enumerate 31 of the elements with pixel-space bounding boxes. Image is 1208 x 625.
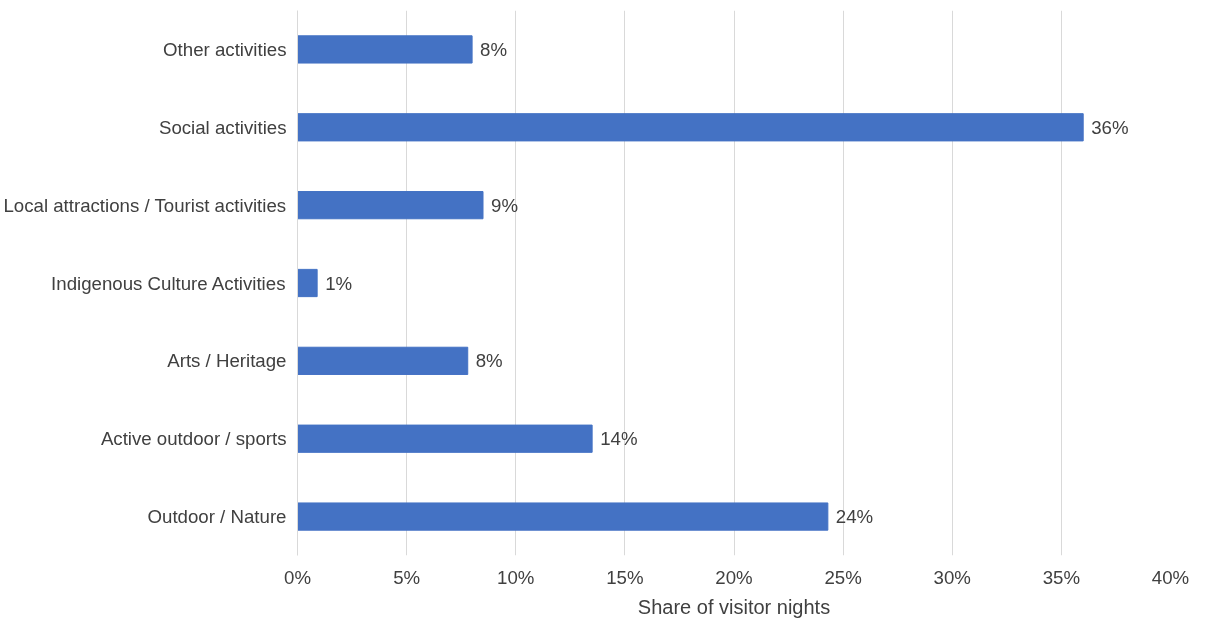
bar xyxy=(297,346,469,375)
y-tick-label: Social activities xyxy=(158,116,287,138)
bar xyxy=(297,191,484,220)
x-tick-label: 20% xyxy=(715,566,753,588)
data-label: 24% xyxy=(835,506,874,528)
data-label: 9% xyxy=(491,194,518,216)
bar xyxy=(297,35,473,64)
bar xyxy=(297,268,318,298)
x-tick-label: 30% xyxy=(933,566,971,588)
bar xyxy=(297,113,1084,142)
x-axis-title: Share of visitor nights xyxy=(637,595,831,618)
x-tick-label: 35% xyxy=(1042,566,1081,588)
data-label: 14% xyxy=(600,428,638,450)
x-tick-label: 10% xyxy=(497,566,535,588)
y-tick-label: Local attractions / Tourist activities xyxy=(3,194,287,216)
x-tick-label: 0% xyxy=(284,566,311,588)
bar xyxy=(297,502,829,531)
x-tick-label: 40% xyxy=(1151,566,1190,588)
y-tick-label: Other activities xyxy=(163,38,287,60)
data-label: 8% xyxy=(475,350,503,372)
x-tick-label: 5% xyxy=(393,566,421,588)
x-tick-label: 25% xyxy=(824,566,862,588)
data-label: 8% xyxy=(480,38,508,60)
data-label: 1% xyxy=(325,272,353,294)
bar xyxy=(297,424,593,453)
y-tick-label: Indigenous Culture Activities xyxy=(51,272,286,294)
y-tick-label: Outdoor / Nature xyxy=(147,506,287,528)
data-label: 36% xyxy=(1091,116,1129,138)
x-tick-label: 15% xyxy=(606,566,644,588)
y-tick-label: Active outdoor / sports xyxy=(100,428,287,450)
y-tick-label: Arts / Heritage xyxy=(167,350,287,372)
